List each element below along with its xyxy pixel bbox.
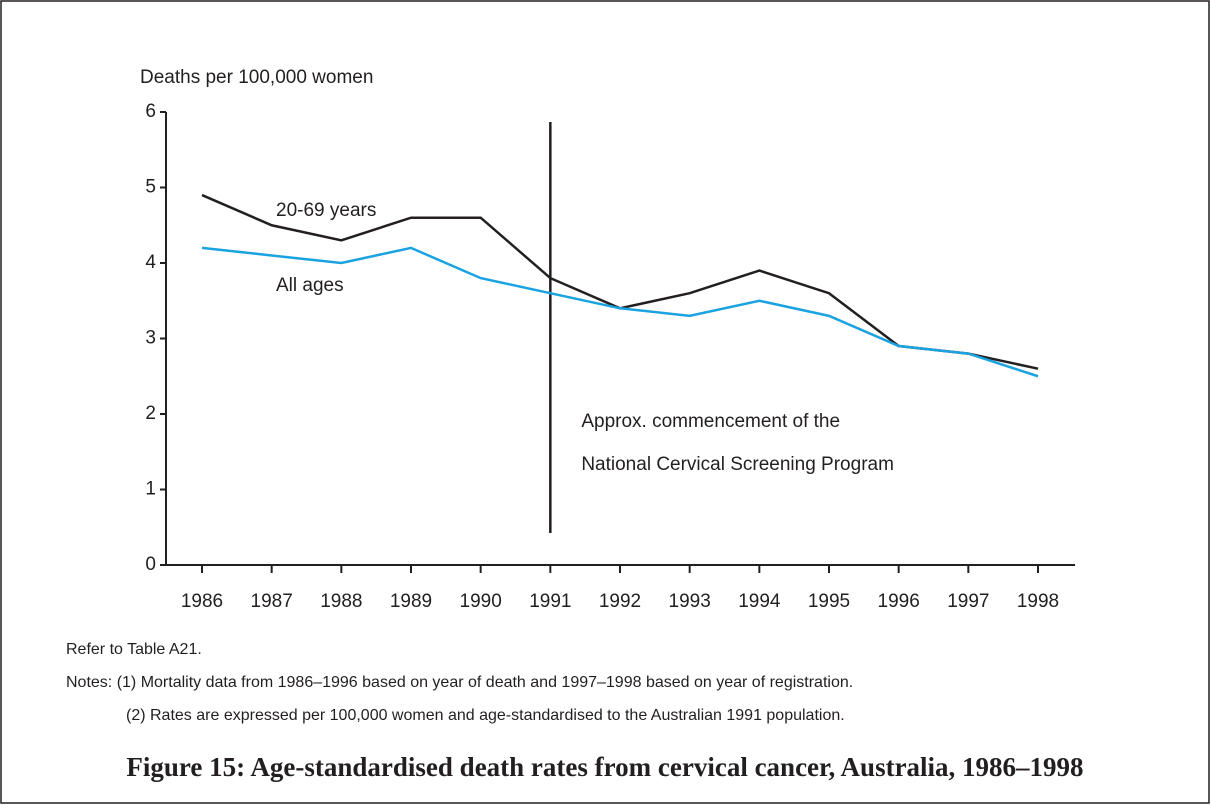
y-tick-label: 2 [145,403,156,424]
x-tick-label: 1989 [390,591,432,612]
note: Notes: (1) Mortality data from 1986–1996… [66,674,853,691]
x-tick-label: 1988 [320,591,362,612]
x-tick-label: 1990 [460,591,502,612]
x-tick-label: 1994 [738,591,781,612]
series-label: 20-69 years [276,200,376,221]
x-tick-label: 1987 [251,591,293,612]
note: (2) Rates are expressed per 100,000 wome… [126,707,845,724]
note: Refer to Table A21. [66,641,202,658]
y-tick-label: 3 [145,328,156,349]
annotation: National Cervical Screening Program [581,454,894,475]
x-tick-label: 1993 [669,591,711,612]
x-tick-label: 1995 [808,591,850,612]
y-axis-label: Deaths per 100,000 women [140,67,373,88]
x-tick-label: 1998 [1017,591,1059,612]
y-tick-label: 4 [145,252,156,273]
series-line [201,246,1039,378]
annotation: Approx. commencement of the [581,411,840,432]
series-label: All ages [276,275,344,296]
y-tick-label: 1 [145,479,156,500]
x-tick-label: 1997 [947,591,989,612]
caption: Figure 15: Age-standardised death rates … [126,752,1083,782]
x-tick-label: 1991 [529,591,571,612]
x-tick-label: 1992 [599,591,641,612]
y-tick-label: 5 [145,177,156,198]
y-tick-label: 6 [145,101,156,122]
x-tick-label: 1996 [878,591,920,612]
x-tick-label: 1986 [181,591,223,612]
y-tick-label: 0 [145,554,156,575]
